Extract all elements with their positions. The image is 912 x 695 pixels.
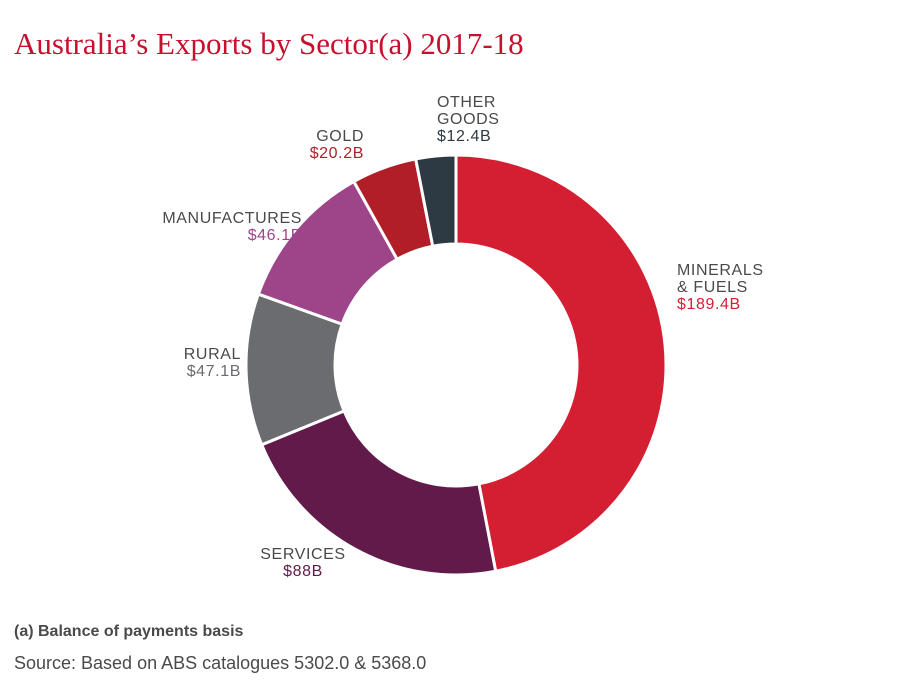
label-gold: GOLD $20.2B <box>310 128 364 162</box>
label-name: & FUELS <box>677 279 748 296</box>
label-value: $12.4B <box>437 128 492 145</box>
donut-slice-services <box>259 408 498 577</box>
label-name: GOODS <box>437 111 500 128</box>
label-value: $189.4B <box>677 296 741 313</box>
label-name: OTHER <box>437 94 496 111</box>
source-note: Source: Based on ABS catalogues 5302.0 &… <box>14 653 427 673</box>
label-value: $47.1B <box>186 363 241 380</box>
label-minerals-fuels: MINERALS & FUELS $189.4B <box>677 262 764 313</box>
label-name: MANUFACTURES <box>162 210 302 227</box>
label-value: $46.1B <box>247 227 302 244</box>
label-name: SERVICES <box>260 546 346 563</box>
label-rural: RURAL $47.1B <box>184 346 241 380</box>
donut-slice-other-goods <box>413 153 458 249</box>
label-manufactures: MANUFACTURES $46.1B <box>162 210 302 244</box>
label-value: $88B <box>283 563 323 580</box>
label-other-goods: OTHER GOODS $12.4B <box>437 94 500 145</box>
label-services: SERVICES $88B <box>248 546 358 580</box>
footnote: (a) Balance of payments basis <box>14 623 244 640</box>
label-name: RURAL <box>183 346 241 363</box>
label-name: MINERALS <box>677 262 764 279</box>
chart-title: Australia’s Exports by Sector(a) 2017-18 <box>14 26 524 61</box>
label-name: GOLD <box>316 128 364 145</box>
label-value: $20.2B <box>309 145 364 162</box>
donut-slice-minerals-fuels <box>454 153 668 573</box>
